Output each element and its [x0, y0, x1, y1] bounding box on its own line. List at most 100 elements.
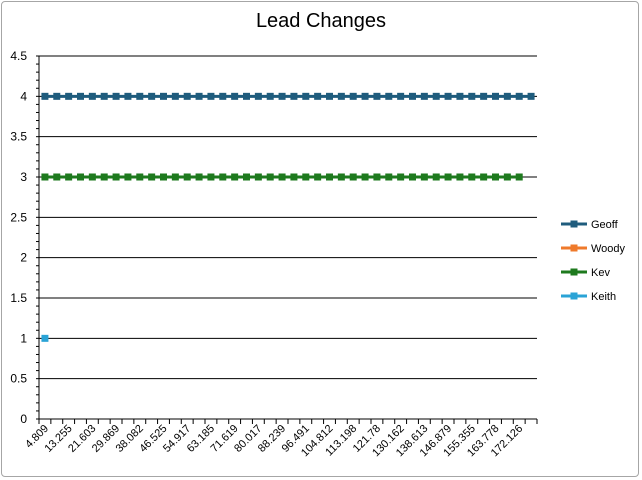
legend-label: Keith [591, 291, 616, 303]
data-point [231, 92, 239, 100]
data-point [207, 92, 215, 100]
legend-label: Geoff [591, 219, 619, 231]
y-tick-label: 4 [20, 89, 27, 103]
data-point [373, 92, 381, 100]
legend-item-keith: Keith [561, 291, 616, 303]
data-point [183, 173, 191, 181]
data-point [195, 92, 203, 100]
data-point [100, 92, 108, 100]
data-point [503, 92, 511, 100]
legend-marker [570, 220, 578, 228]
data-point [409, 92, 416, 100]
data-point [349, 92, 357, 100]
data-point [88, 92, 96, 100]
data-point [136, 173, 144, 181]
legend-item-kev: Kev [561, 267, 610, 279]
y-tick-label: 0 [20, 412, 27, 426]
data-point [160, 173, 167, 181]
data-point [254, 92, 262, 100]
data-point [361, 92, 369, 100]
data-point [480, 173, 488, 181]
data-point [219, 173, 227, 181]
data-point [397, 92, 405, 100]
data-point [468, 173, 476, 181]
data-point [432, 173, 440, 181]
data-point [480, 92, 488, 100]
data-point [444, 92, 452, 100]
data-point [278, 173, 286, 181]
data-point [432, 92, 440, 100]
data-point [254, 173, 262, 181]
legend-label: Woody [591, 243, 626, 255]
data-point [148, 92, 156, 100]
y-tick-label: 2.5 [10, 210, 27, 224]
y-tick-label: 2 [20, 251, 27, 265]
data-point [136, 92, 144, 100]
series-keith [41, 334, 49, 342]
data-point [314, 173, 322, 181]
data-point [337, 92, 345, 100]
data-point [492, 92, 499, 100]
series-kev [41, 173, 523, 181]
data-point [41, 92, 49, 100]
data-point [456, 92, 464, 100]
data-point [243, 173, 250, 181]
legend-item-woody: Woody [561, 243, 626, 255]
gridlines [39, 55, 537, 380]
data-point [326, 92, 333, 100]
data-point [515, 173, 523, 181]
data-point [124, 173, 132, 181]
data-point [53, 173, 61, 181]
data-point [326, 173, 333, 181]
data-point [515, 92, 523, 100]
y-tick-label: 4.5 [10, 49, 27, 63]
data-point [314, 92, 322, 100]
data-point [124, 92, 132, 100]
data-point [171, 92, 179, 100]
legend-marker [570, 292, 578, 300]
data-point [53, 92, 61, 100]
data-point [183, 92, 191, 100]
data-point [100, 173, 108, 181]
data-point [112, 92, 120, 100]
data-point [349, 173, 357, 181]
legend-marker [570, 244, 578, 252]
data-point [397, 173, 405, 181]
data-point [88, 173, 96, 181]
data-point [420, 92, 428, 100]
data-point [444, 173, 452, 181]
data-point [337, 173, 345, 181]
data-point [171, 173, 179, 181]
legend-item-geoff: Geoff [561, 219, 619, 231]
data-point [385, 92, 393, 100]
data-point [266, 92, 274, 100]
data-point [456, 173, 464, 181]
series-layer [41, 92, 535, 342]
data-point [219, 92, 227, 100]
data-point [361, 173, 369, 181]
data-point [148, 173, 156, 181]
data-point [302, 92, 310, 100]
series-geoff [41, 92, 535, 100]
y-tick-label: 0.5 [10, 372, 27, 386]
chart-title: Lead Changes [255, 10, 387, 32]
data-point [290, 92, 298, 100]
data-point [373, 173, 381, 181]
data-point [468, 92, 476, 100]
legend: Geoff Woody Kev Keith [561, 219, 626, 303]
legend-marker [570, 268, 578, 276]
data-point [290, 173, 298, 181]
data-point [385, 173, 393, 181]
data-point [65, 173, 73, 181]
data-point [231, 173, 239, 181]
data-point [41, 334, 49, 342]
data-point [207, 173, 215, 181]
y-tick-label: 3.5 [10, 130, 27, 144]
axes: 00.511.522.533.544.54.80913.25521.60329.… [10, 49, 538, 459]
y-tick-label: 1.5 [10, 291, 27, 305]
data-point [243, 92, 250, 100]
legend-label: Kev [591, 267, 610, 279]
data-point [77, 173, 84, 181]
